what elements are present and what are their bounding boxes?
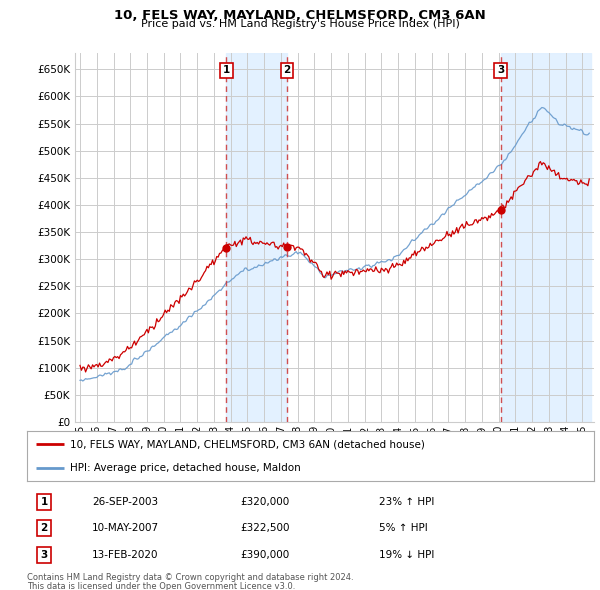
Text: HPI: Average price, detached house, Maldon: HPI: Average price, detached house, Mald… bbox=[70, 463, 300, 473]
Text: This data is licensed under the Open Government Licence v3.0.: This data is licensed under the Open Gov… bbox=[27, 582, 295, 590]
Bar bbox=[226, 53, 287, 422]
Text: 26-SEP-2003: 26-SEP-2003 bbox=[92, 497, 158, 507]
Text: Price paid vs. HM Land Registry's House Price Index (HPI): Price paid vs. HM Land Registry's House … bbox=[140, 19, 460, 30]
Text: 2: 2 bbox=[40, 523, 47, 533]
Text: 10-MAY-2007: 10-MAY-2007 bbox=[92, 523, 160, 533]
Text: 5% ↑ HPI: 5% ↑ HPI bbox=[379, 523, 427, 533]
Text: 1: 1 bbox=[223, 65, 230, 76]
Text: £390,000: £390,000 bbox=[241, 550, 290, 560]
Text: 1: 1 bbox=[40, 497, 47, 507]
Text: 10, FELS WAY, MAYLAND, CHELMSFORD, CM3 6AN: 10, FELS WAY, MAYLAND, CHELMSFORD, CM3 6… bbox=[114, 9, 486, 22]
Bar bbox=[500, 53, 590, 422]
Text: 19% ↓ HPI: 19% ↓ HPI bbox=[379, 550, 434, 560]
Text: £322,500: £322,500 bbox=[241, 523, 290, 533]
Text: 13-FEB-2020: 13-FEB-2020 bbox=[92, 550, 159, 560]
Text: 23% ↑ HPI: 23% ↑ HPI bbox=[379, 497, 434, 507]
Text: 3: 3 bbox=[497, 65, 504, 76]
Text: Contains HM Land Registry data © Crown copyright and database right 2024.: Contains HM Land Registry data © Crown c… bbox=[27, 573, 353, 582]
Text: £320,000: £320,000 bbox=[241, 497, 290, 507]
Text: 2: 2 bbox=[283, 65, 290, 76]
Text: 10, FELS WAY, MAYLAND, CHELMSFORD, CM3 6AN (detached house): 10, FELS WAY, MAYLAND, CHELMSFORD, CM3 6… bbox=[70, 439, 424, 449]
Text: 3: 3 bbox=[40, 550, 47, 560]
